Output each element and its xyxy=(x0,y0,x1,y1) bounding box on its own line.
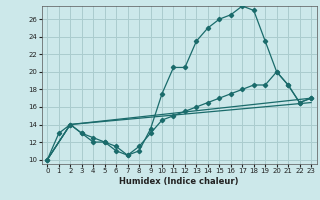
X-axis label: Humidex (Indice chaleur): Humidex (Indice chaleur) xyxy=(119,177,239,186)
